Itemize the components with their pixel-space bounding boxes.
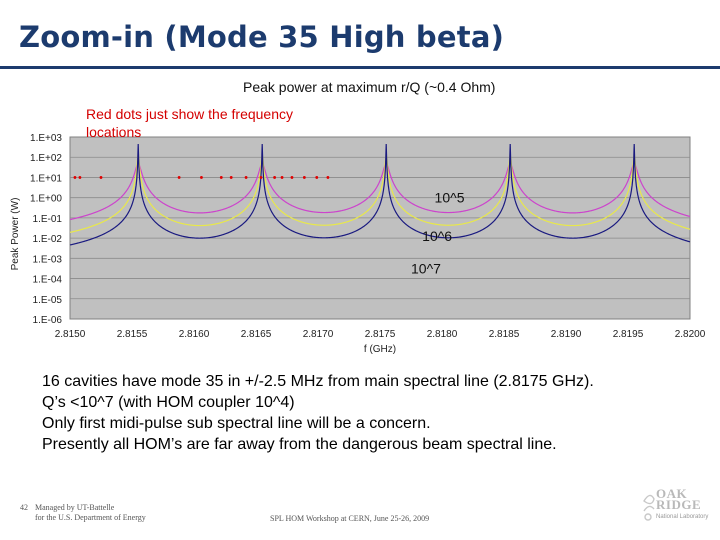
- red-dot: [177, 176, 181, 179]
- y-tick-label: 1.E-05: [33, 295, 63, 306]
- red-dot: [273, 176, 276, 179]
- logo-wordmark: OAK RIDGE: [656, 486, 702, 512]
- y-tick-label: 1.E+02: [30, 153, 62, 164]
- managed-line-2: for the U.S. Department of Energy: [35, 513, 146, 522]
- x-tick-label: 2.8170: [303, 329, 334, 340]
- y-tick-label: 1.E-06: [33, 315, 63, 326]
- x-tick-label: 2.8180: [427, 329, 458, 340]
- x-tick-label: 2.8190: [551, 329, 582, 340]
- title-divider: [0, 66, 720, 69]
- y-tick-label: 1.E-03: [33, 254, 63, 265]
- managed-by: Managed by UT-Battelle for the U.S. Depa…: [35, 503, 146, 523]
- red-dot: [326, 176, 330, 179]
- red-dot: [73, 176, 77, 179]
- y-tick-label: 1.E+03: [30, 133, 62, 144]
- x-tick-label: 2.8150: [55, 329, 86, 340]
- body-line: Q’s <10^7 (with HOM coupler 10^4): [42, 394, 295, 411]
- red-dot: [290, 176, 294, 179]
- y-tick-label: 1.E-01: [33, 214, 63, 225]
- x-tick-label: 2.8155: [117, 329, 148, 340]
- y-tick-label: 1.E+00: [30, 194, 62, 205]
- red-dot: [280, 176, 284, 179]
- y-tick-label: 1.E+01: [30, 173, 62, 184]
- x-tick-label: 2.8185: [489, 329, 520, 340]
- y-tick-label: 1.E-02: [33, 234, 63, 245]
- chart-title: Peak power at maximum r/Q (~0.4 Ohm): [243, 79, 496, 95]
- red-dot: [244, 176, 248, 179]
- slide-title: Zoom-in (Mode 35 High beta): [19, 20, 505, 54]
- page-number: 42: [20, 503, 28, 512]
- q-label: 10^6: [422, 228, 452, 244]
- red-dot: [302, 176, 306, 179]
- managed-line-1: Managed by UT-Battelle: [35, 503, 115, 512]
- q-label: 10^7: [411, 260, 441, 276]
- logo-subtitle: National Laboratory: [656, 514, 709, 520]
- x-tick-label: 2.8160: [179, 329, 210, 340]
- x-tick-label: 2.8195: [613, 329, 644, 340]
- red-dots-annotation: Red dots just show the frequency locatio…: [86, 106, 294, 140]
- x-tick-label: 2.8165: [241, 329, 272, 340]
- body-line: Only first midi-pulse sub spectral line …: [42, 415, 431, 432]
- x-tick-label: 2.8175: [365, 329, 396, 340]
- body-text: 16 cavities have mode 35 in +/-2.5 MHz f…: [42, 371, 594, 455]
- red-dot: [259, 176, 263, 179]
- plot-area: [69, 136, 691, 320]
- red-dot: [315, 176, 319, 179]
- red-dot: [219, 176, 223, 179]
- logo-line-2: RIDGE: [656, 497, 702, 512]
- oak-ridge-logo-icon: [643, 494, 655, 521]
- x-tick-label: 2.8200: [675, 329, 706, 340]
- workshop-footer: SPL HOM Workshop at CERN, June 25-26, 20…: [270, 514, 430, 523]
- x-axis-title: f (GHz): [364, 344, 396, 355]
- series-line: [69, 144, 691, 246]
- red-dot: [78, 176, 82, 179]
- red-dot: [200, 176, 203, 179]
- y-axis-title: Peak Power (W): [10, 198, 21, 271]
- body-line: Presently all HOM’s are far away from th…: [42, 436, 557, 453]
- body-line: 16 cavities have mode 35 in +/-2.5 MHz f…: [42, 373, 594, 390]
- series-line: [69, 153, 691, 233]
- series-line: [69, 162, 691, 221]
- q-label: 10^5: [435, 190, 465, 206]
- red-dot: [229, 176, 233, 179]
- y-tick-label: 1.E-04: [33, 275, 63, 286]
- red-dot: [99, 176, 103, 179]
- logo-line-1: OAK: [656, 486, 688, 501]
